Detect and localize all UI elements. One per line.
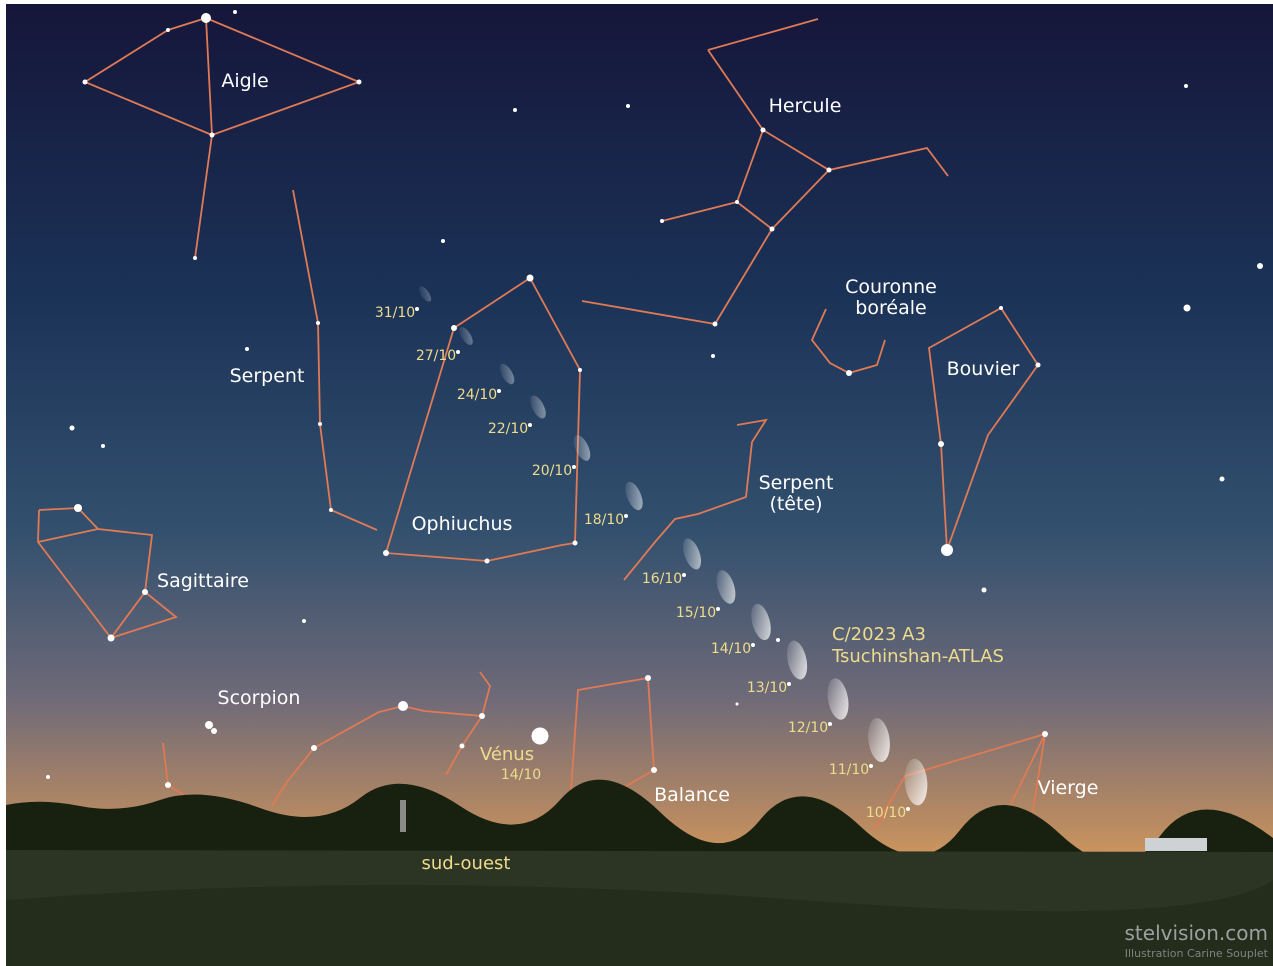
comet-date: 24/10	[457, 387, 497, 403]
comet-position	[828, 722, 832, 726]
constellation-label: Ophiuchus	[412, 513, 513, 535]
comet-position	[787, 682, 791, 686]
comet-position	[906, 807, 910, 811]
comet-date: 16/10	[642, 571, 682, 587]
comet-date: 12/10	[788, 720, 828, 736]
comet-date: 18/10	[584, 512, 624, 528]
comet-position	[869, 764, 873, 768]
comet-date: 31/10	[375, 305, 415, 321]
constellation-label: boréale	[855, 297, 926, 319]
comet-date: 11/10	[829, 762, 869, 778]
credit-author: Illustration Carine Souplet	[1125, 947, 1269, 960]
comet-position	[572, 465, 576, 469]
constellation-label: Bouvier	[947, 358, 1020, 380]
venus-label: Vénus	[480, 744, 534, 765]
venus-date: 14/10	[501, 767, 541, 783]
constellation-label: Vierge	[1038, 777, 1099, 799]
constellation-label: Aigle	[221, 70, 268, 92]
constellation-label: Serpent	[230, 365, 305, 387]
comet-date: 10/10	[866, 805, 906, 821]
sky-map: Aigle Hercule Serpent Couronneboréale Bouvie…	[0, 0, 1273, 966]
constellation-label: Scorpion	[218, 687, 301, 709]
constellation-label: Hercule	[769, 95, 842, 117]
credit-site: stelvision.com	[1125, 921, 1268, 945]
water-tower	[400, 800, 406, 832]
comet-date: 27/10	[416, 348, 456, 364]
comet-name: Tsuchinshan-ATLAS	[831, 646, 1004, 667]
comet-position	[456, 350, 460, 354]
comet-position	[624, 514, 628, 518]
comet-position	[682, 573, 686, 577]
comet-name: C/2023 A3	[832, 624, 926, 645]
comet-position	[415, 307, 419, 311]
constellation-label: Balance	[654, 784, 730, 806]
comet-date: 22/10	[488, 421, 528, 437]
farm-building	[1145, 838, 1207, 851]
constellation-label: (tête)	[769, 493, 822, 515]
comet-position	[497, 389, 501, 393]
constellation-label: Sagittaire	[157, 570, 249, 592]
comet-position	[528, 423, 532, 427]
comet-position	[751, 643, 755, 647]
constellation-label: Couronne	[845, 276, 937, 298]
direction: sud-ouest	[422, 853, 511, 874]
comet-date: 15/10	[676, 605, 716, 621]
constellation-label: Serpent	[759, 472, 834, 494]
comet-date: 20/10	[532, 463, 572, 479]
comet-date: 13/10	[747, 680, 787, 696]
comet-position	[716, 607, 720, 611]
comet-date: 14/10	[711, 641, 751, 657]
